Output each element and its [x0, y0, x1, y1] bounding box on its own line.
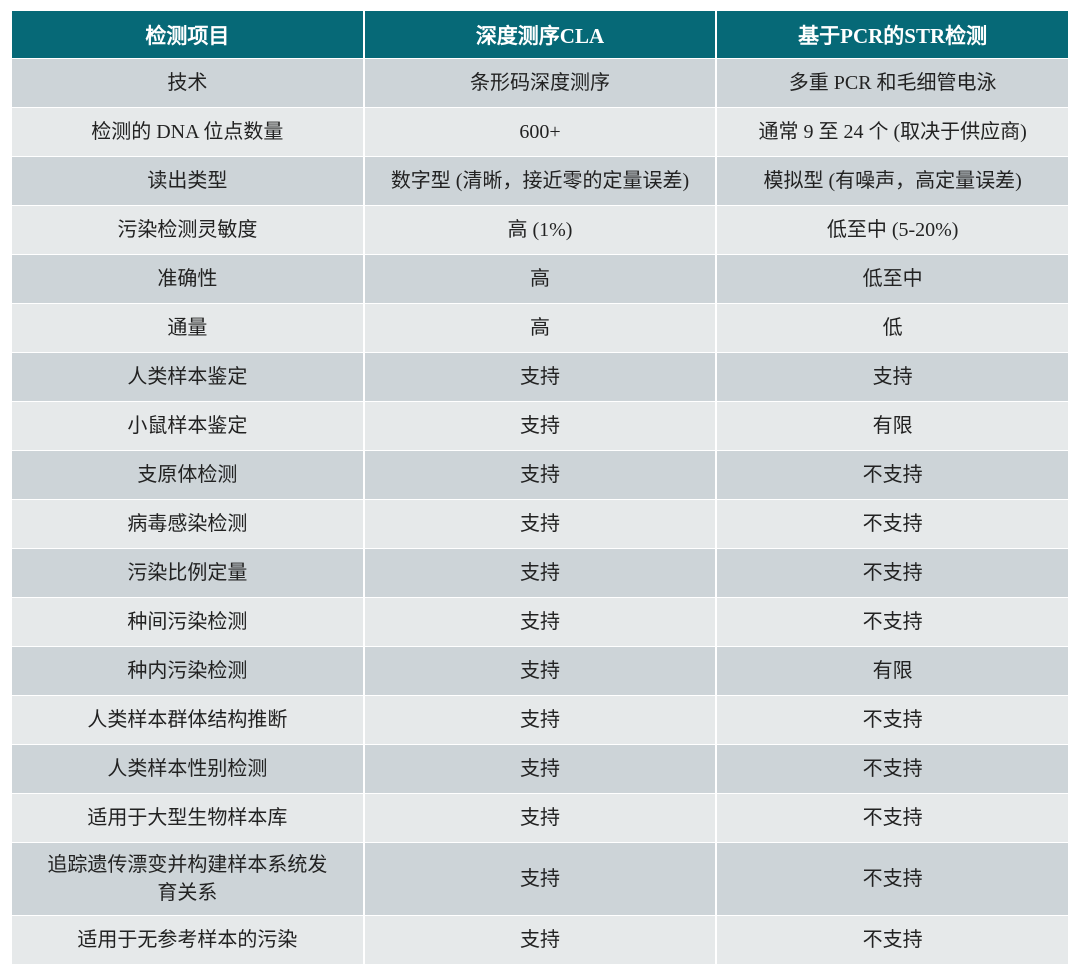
table-row: 小鼠样本鉴定 支持 有限 — [12, 402, 1068, 450]
header-cell: 基于PCR的STR检测 — [717, 11, 1068, 58]
item-cell: 支原体检测 — [12, 451, 363, 499]
item-cell: 检测的 DNA 位点数量 — [12, 108, 363, 156]
header-cell: 检测项目 — [12, 11, 363, 58]
str-cell: 有限 — [717, 647, 1068, 695]
item-cell: 读出类型 — [12, 157, 363, 205]
cla-cell: 条形码深度测序 — [364, 59, 716, 107]
str-cell: 不支持 — [717, 696, 1068, 744]
item-cell: 污染比例定量 — [12, 549, 363, 597]
cla-cell: 高 — [364, 304, 716, 352]
cla-cell: 支持 — [364, 451, 716, 499]
str-cell: 不支持 — [717, 745, 1068, 793]
item-cell: 准确性 — [12, 255, 363, 303]
item-cell: 人类样本群体结构推断 — [12, 696, 363, 744]
cla-cell: 支持 — [364, 647, 716, 695]
cla-cell: 数字型 (清晰，接近零的定量误差) — [364, 157, 716, 205]
str-cell: 模拟型 (有噪声，高定量误差) — [717, 157, 1068, 205]
str-cell: 低至中 — [717, 255, 1068, 303]
table-row: 污染比例定量 支持 不支持 — [12, 549, 1068, 597]
str-cell: 不支持 — [717, 794, 1068, 842]
str-cell: 不支持 — [717, 500, 1068, 548]
str-cell: 不支持 — [717, 549, 1068, 597]
table-row: 支原体检测 支持 不支持 — [12, 451, 1068, 499]
table-row: 病毒感染检测 支持 不支持 — [12, 500, 1068, 548]
table-row: 读出类型 数字型 (清晰，接近零的定量误差) 模拟型 (有噪声，高定量误差) — [12, 157, 1068, 205]
cla-cell: 支持 — [364, 843, 716, 915]
header-cell: 深度测序CLA — [364, 11, 716, 58]
item-cell: 人类样本鉴定 — [12, 353, 363, 401]
str-cell: 低 — [717, 304, 1068, 352]
cla-cell: 支持 — [364, 402, 716, 450]
str-cell: 不支持 — [717, 916, 1068, 964]
table-row: 种间污染检测 支持 不支持 — [12, 598, 1068, 646]
table-row: 种内污染检测 支持 有限 — [12, 647, 1068, 695]
str-cell: 多重 PCR 和毛细管电泳 — [717, 59, 1068, 107]
item-cell: 人类样本性别检测 — [12, 745, 363, 793]
cla-cell: 高 — [364, 255, 716, 303]
item-cell: 病毒感染检测 — [12, 500, 363, 548]
str-cell: 通常 9 至 24 个 (取决于供应商) — [717, 108, 1068, 156]
table-row: 适用于无参考样本的污染 支持 不支持 — [12, 916, 1068, 964]
item-cell: 通量 — [12, 304, 363, 352]
item-cell: 技术 — [12, 59, 363, 107]
str-cell: 不支持 — [717, 451, 1068, 499]
table-row: 技术 条形码深度测序 多重 PCR 和毛细管电泳 — [12, 59, 1068, 107]
table-row: 人类样本鉴定 支持 支持 — [12, 353, 1068, 401]
str-cell: 低至中 (5-20%) — [717, 206, 1068, 254]
table-row: 通量高低 — [12, 304, 1068, 352]
item-cell: 适用于无参考样本的污染 — [12, 916, 363, 964]
item-cell: 追踪遗传漂变并构建样本系统发育关系 — [12, 843, 363, 915]
cla-cell: 支持 — [364, 916, 716, 964]
item-cell: 适用于大型生物样本库 — [12, 794, 363, 842]
str-cell: 支持 — [717, 353, 1068, 401]
item-cell: 污染检测灵敏度 — [12, 206, 363, 254]
cla-cell: 支持 — [364, 598, 716, 646]
table-row: 人类样本群体结构推断 支持 不支持 — [12, 696, 1068, 744]
cla-cell: 支持 — [364, 549, 716, 597]
str-cell: 不支持 — [717, 843, 1068, 915]
table-row: 检测的 DNA 位点数量 600+ 通常 9 至 24 个 (取决于供应商) — [12, 108, 1068, 156]
cla-cell: 支持 — [364, 696, 716, 744]
str-cell: 有限 — [717, 402, 1068, 450]
cla-cell: 支持 — [364, 500, 716, 548]
comparison-table: 检测项目 深度测序CLA 基于PCR的STR检测 技术 条形码深度测序 多重 PCR… — [10, 10, 1070, 965]
cla-cell: 600+ — [364, 108, 716, 156]
cla-cell: 支持 — [364, 745, 716, 793]
table-row: 准确性高低至中 — [12, 255, 1068, 303]
cla-cell: 高 (1%) — [364, 206, 716, 254]
table-row: 污染检测灵敏度高 (1%) 低至中 (5-20%) — [12, 206, 1068, 254]
header-row: 检测项目 深度测序CLA 基于PCR的STR检测 — [12, 11, 1068, 58]
cla-cell: 支持 — [364, 353, 716, 401]
item-cell: 种间污染检测 — [12, 598, 363, 646]
table-row: 人类样本性别检测 支持 不支持 — [12, 745, 1068, 793]
table-row: 适用于大型生物样本库 支持 不支持 — [12, 794, 1068, 842]
cla-cell: 支持 — [364, 794, 716, 842]
table-row: 追踪遗传漂变并构建样本系统发育关系 支持 不支持 — [12, 843, 1068, 915]
item-cell: 小鼠样本鉴定 — [12, 402, 363, 450]
str-cell: 不支持 — [717, 598, 1068, 646]
item-cell: 种内污染检测 — [12, 647, 363, 695]
